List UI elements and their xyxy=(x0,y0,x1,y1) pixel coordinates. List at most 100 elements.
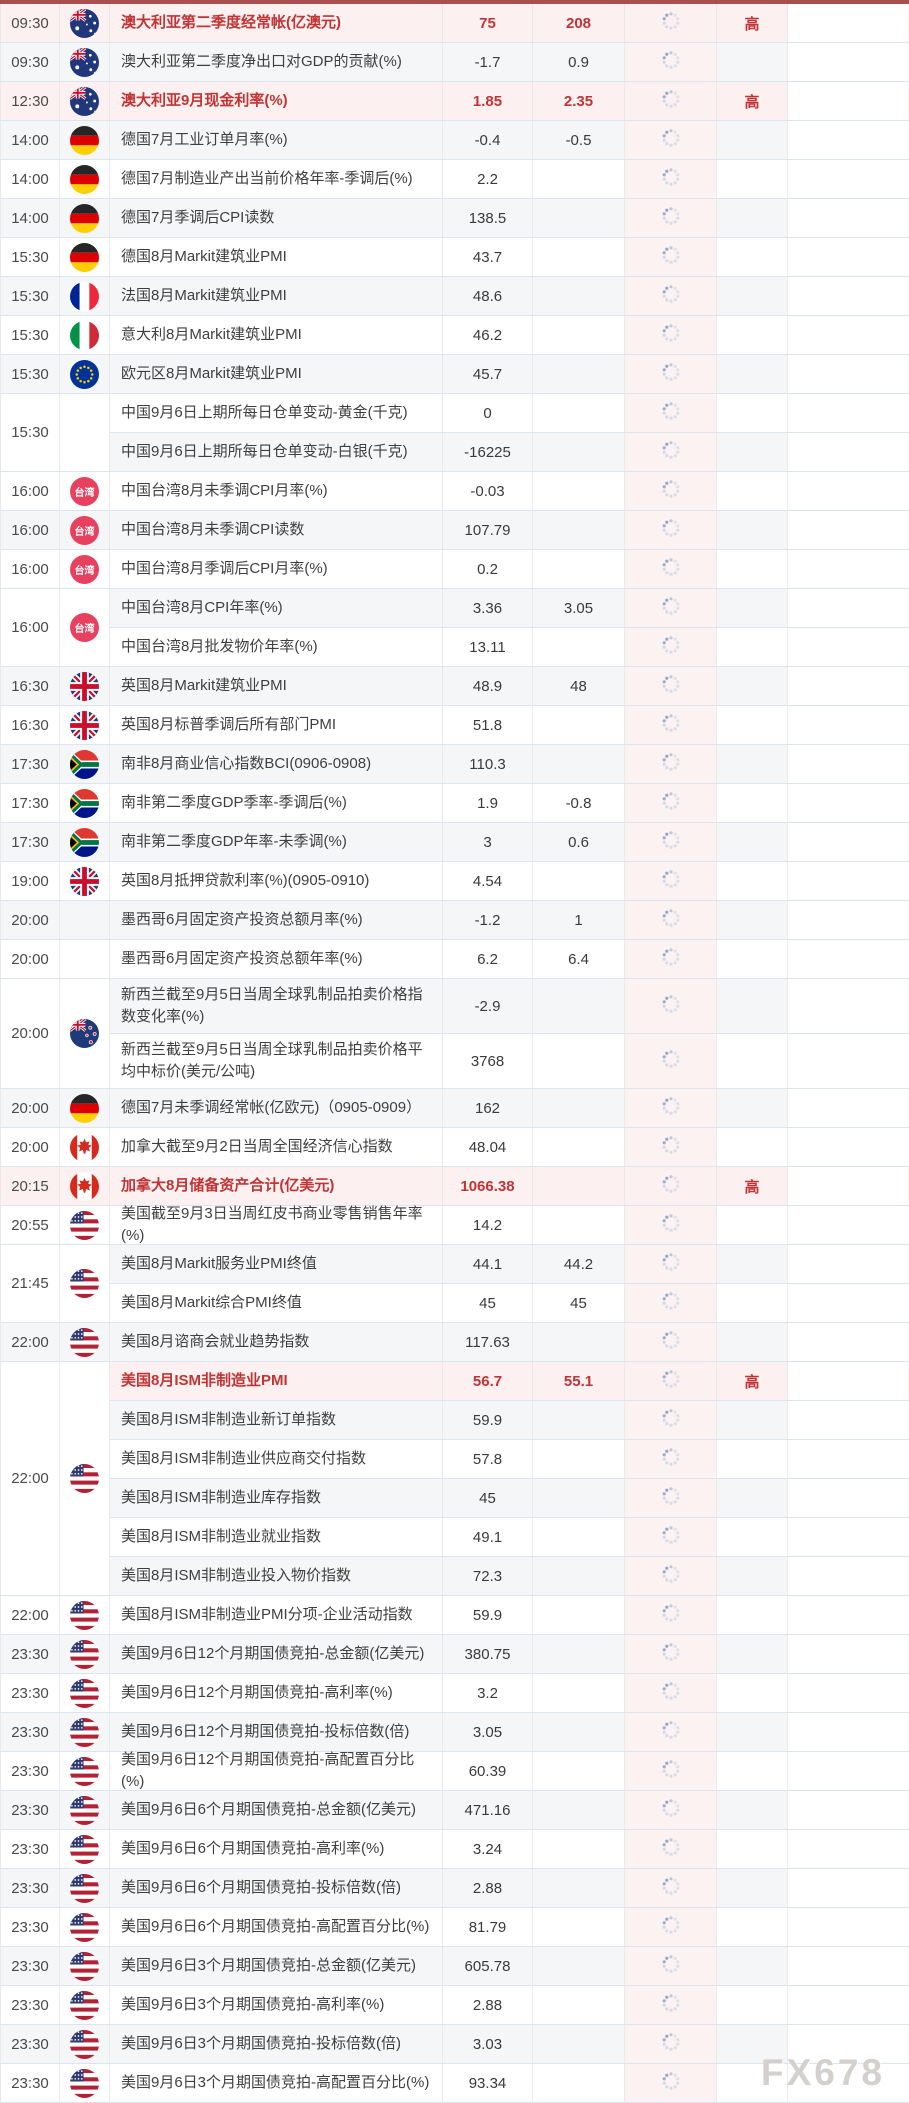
event-time: 09:30 xyxy=(0,43,60,81)
previous-value: 81.79 xyxy=(443,1908,533,1946)
flag-cell xyxy=(60,1362,110,1595)
event-row[interactable]: 美国9月6日3个月期国债竞拍-投标倍数(倍) 3.03 xyxy=(110,2025,909,2063)
event-title: 美国截至9月3日当周红皮书商业零售销售年率(%) xyxy=(110,1205,443,1244)
event-row[interactable]: 美国9月6日6个月期国债竞拍-总金额(亿美元) 471.16 xyxy=(110,1791,909,1829)
event-row[interactable]: 德国8月Markit建筑业PMI 43.7 xyxy=(110,238,909,276)
loading-spinner-icon xyxy=(660,2031,682,2058)
event-row[interactable]: 英国8月标普季调后所有部门PMI 51.8 xyxy=(110,706,909,744)
event-title: 美国9月6日12个月期国债竞拍-高配置百分比(%) xyxy=(110,1751,443,1790)
event-row[interactable]: 南非第二季度GDP年率-未季调(%) 3 0.6 xyxy=(110,823,909,861)
event-row[interactable]: 澳大利亚第二季度净出口对GDP的贡献(%) -1.7 0.9 xyxy=(110,43,909,81)
event-rows: 美国9月6日12个月期国债竞拍-高利率(%) 3.2 xyxy=(110,1674,909,1712)
event-row[interactable]: 中国台湾8月季调后CPI月率(%) 0.2 xyxy=(110,550,909,588)
event-row[interactable]: 美国8月ISM非制造业就业指数 49.1 xyxy=(110,1517,909,1556)
forecast-value: 2.35 xyxy=(533,82,625,120)
event-row[interactable]: 美国9月6日12个月期国债竞拍-投标倍数(倍) 3.05 xyxy=(110,1713,909,1751)
flag-cell xyxy=(60,1908,110,1946)
flag-us-icon xyxy=(70,1678,99,1708)
event-row[interactable]: 新西兰截至9月5日当周全球乳制品拍卖价格指数变化率(%) -2.9 xyxy=(110,979,909,1033)
event-row[interactable]: 中国台湾8月未季调CPI月率(%) -0.03 xyxy=(110,472,909,510)
empty-cell xyxy=(788,121,908,159)
event-row[interactable]: 美国9月6日3个月期国债竞拍-总金额(亿美元) 605.78 xyxy=(110,1947,909,1985)
event-row[interactable]: 英国8月Markit建筑业PMI 48.9 48 xyxy=(110,667,909,705)
event-row[interactable]: 加拿大8月储备资产合计(亿美元) 1066.38 高 xyxy=(110,1167,909,1205)
event-title: 美国9月6日12个月期国债竞拍-高利率(%) xyxy=(110,1674,443,1712)
event-row[interactable]: 美国9月6日3个月期国债竞拍-高配置百分比(%) 93.34 xyxy=(110,2064,909,2102)
event-row[interactable]: 中国台湾8月未季调CPI读数 107.79 xyxy=(110,511,909,549)
empty-cell xyxy=(788,1752,908,1790)
event-row[interactable]: 美国9月6日3个月期国债竞拍-高利率(%) 2.88 xyxy=(110,1986,909,2024)
event-time: 22:00 xyxy=(0,1362,60,1595)
event-row[interactable]: 南非8月商业信心指数BCI(0906-0908) 110.3 xyxy=(110,745,909,783)
loading-spinner-icon xyxy=(660,1329,682,1356)
event-row[interactable]: 墨西哥6月固定资产投资总额月率(%) -1.2 1 xyxy=(110,901,909,939)
flag-cell xyxy=(60,1947,110,1985)
spinner-cell xyxy=(625,1128,717,1166)
event-row[interactable]: 美国截至9月3日当周红皮书商业零售销售年率(%) 14.2 xyxy=(110,1205,909,1244)
spinner-cell xyxy=(625,901,717,939)
event-time: 23:30 xyxy=(0,1908,60,1946)
event-row[interactable]: 美国8月Markit综合PMI终值 45 45 xyxy=(110,1283,909,1322)
event-time: 19:00 xyxy=(0,862,60,900)
flag-us-icon xyxy=(70,1717,99,1747)
flag-cell xyxy=(60,1635,110,1673)
event-row[interactable]: 美国8月ISM非制造业新订单指数 59.9 xyxy=(110,1400,909,1439)
event-row[interactable]: 美国8月谘商会就业趋势指数 117.63 xyxy=(110,1323,909,1361)
event-row[interactable]: 美国9月6日12个月期国债竞拍-高配置百分比(%) 60.39 xyxy=(110,1751,909,1790)
event-row[interactable]: 墨西哥6月固定资产投资总额年率(%) 6.2 6.4 xyxy=(110,940,909,978)
flag-us-icon xyxy=(70,2068,99,2098)
event-row[interactable]: 法国8月Markit建筑业PMI 48.6 xyxy=(110,277,909,315)
event-row[interactable]: 美国9月6日6个月期国债竞拍-高配置百分比(%) 81.79 xyxy=(110,1908,909,1946)
forecast-value: 1 xyxy=(533,901,625,939)
event-row[interactable]: 中国台湾8月CPI年率(%) 3.36 3.05 xyxy=(110,589,909,627)
loading-spinner-icon xyxy=(660,1875,682,1902)
event-row[interactable]: 中国9月6日上期所每日仓单变动-白银(千克) -16225 xyxy=(110,432,909,471)
spinner-cell xyxy=(625,1167,717,1205)
event-row[interactable]: 新西兰截至9月5日当周全球乳制品拍卖价格平均中标价(美元/公吨) 3768 xyxy=(110,1033,909,1088)
event-row[interactable]: 德国7月工业订单月率(%) -0.4 -0.5 xyxy=(110,121,909,159)
importance-label xyxy=(717,1518,788,1556)
previous-value: 0.2 xyxy=(443,550,533,588)
previous-value: -2.9 xyxy=(443,979,533,1033)
event-row[interactable]: 中国9月6日上期所每日仓单变动-黄金(千克) 0 xyxy=(110,394,909,432)
empty-cell xyxy=(788,1323,908,1361)
event-row[interactable]: 美国9月6日6个月期国债竞拍-高利率(%) 3.24 xyxy=(110,1830,909,1868)
event-row[interactable]: 美国8月ISM非制造业库存指数 45 xyxy=(110,1478,909,1517)
event-row[interactable]: 加拿大截至9月2日当周全国经济信心指数 48.04 xyxy=(110,1128,909,1166)
forecast-value xyxy=(533,1596,625,1634)
event-title: 英国8月标普季调后所有部门PMI xyxy=(110,706,443,744)
event-row[interactable]: 美国9月6日6个月期国债竞拍-投标倍数(倍) 2.88 xyxy=(110,1869,909,1907)
importance-label xyxy=(717,1830,788,1868)
event-group: 17:30 南非8月商业信心指数BCI(0906-0908) 110.3 xyxy=(0,745,909,784)
loading-spinner-icon xyxy=(660,244,682,271)
forecast-value: 48 xyxy=(533,667,625,705)
previous-value: -1.7 xyxy=(443,43,533,81)
event-row[interactable]: 美国8月ISM非制造业PMI 56.7 55.1 高 xyxy=(110,1362,909,1400)
event-row[interactable]: 澳大利亚第二季度经常帐(亿澳元) 75 208 高 xyxy=(110,4,909,42)
event-row[interactable]: 美国8月Markit服务业PMI终值 44.1 44.2 xyxy=(110,1245,909,1283)
spinner-cell xyxy=(625,1752,717,1790)
event-group: 20:00 墨西哥6月固定资产投资总额月率(%) -1.2 1 xyxy=(0,901,909,940)
event-row[interactable]: 德国7月季调后CPI读数 138.5 xyxy=(110,199,909,237)
importance-label xyxy=(717,1596,788,1634)
event-row[interactable]: 南非第二季度GDP季率-季调后(%) 1.9 -0.8 xyxy=(110,784,909,822)
event-row[interactable]: 德国7月未季调经常帐(亿欧元)（0905-0909） 162 xyxy=(110,1089,909,1127)
event-row[interactable]: 欧元区8月Markit建筑业PMI 45.7 xyxy=(110,355,909,393)
event-row[interactable]: 意大利8月Markit建筑业PMI 46.2 xyxy=(110,316,909,354)
event-row[interactable]: 美国9月6日12个月期国债竞拍-高利率(%) 3.2 xyxy=(110,1674,909,1712)
event-rows: 德国7月未季调经常帐(亿欧元)（0905-0909） 162 xyxy=(110,1089,909,1127)
forecast-value: 44.2 xyxy=(533,1245,625,1283)
event-row[interactable]: 美国8月ISM非制造业PMI分项-企业活动指数 59.9 xyxy=(110,1596,909,1634)
flag-cell xyxy=(60,1323,110,1361)
loading-spinner-icon xyxy=(660,1212,682,1239)
loading-spinner-icon xyxy=(660,1602,682,1629)
importance-label xyxy=(717,1791,788,1829)
event-row[interactable]: 美国8月ISM非制造业投入物价指数 72.3 xyxy=(110,1556,909,1595)
flag-cell xyxy=(60,1089,110,1127)
event-row[interactable]: 美国9月6日12个月期国债竞拍-总金额(亿美元) 380.75 xyxy=(110,1635,909,1673)
event-row[interactable]: 中国台湾8月批发物价年率(%) 13.11 xyxy=(110,627,909,666)
event-row[interactable]: 美国8月ISM非制造业供应商交付指数 57.8 xyxy=(110,1439,909,1478)
event-row[interactable]: 澳大利亚9月现金利率(%) 1.85 2.35 高 xyxy=(110,82,909,120)
event-row[interactable]: 德国7月制造业产出当前价格年率-季调后(%) 2.2 xyxy=(110,160,909,198)
event-row[interactable]: 英国8月抵押贷款利率(%)(0905-0910) 4.54 xyxy=(110,862,909,900)
